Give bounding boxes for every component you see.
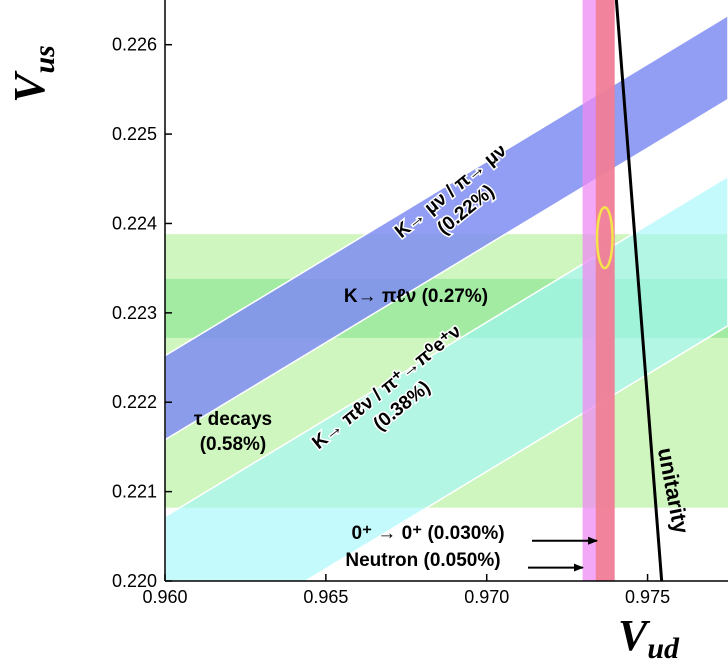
label-tau-line1: τ decays	[194, 409, 272, 430]
x-tick-label: 0.970	[464, 587, 509, 607]
x-tick-label: 0.960	[142, 587, 187, 607]
label-superallowed: 0⁺ → 0⁺ (0.030%)	[351, 523, 504, 544]
y-axis-title-sub: us	[28, 45, 61, 73]
label-tau-line2: (0.58%)	[200, 434, 267, 455]
x-axis-title: Vud	[618, 611, 680, 665]
label-kl3: K→ πℓν (0.27%)	[344, 286, 488, 307]
axes: 0.960 0.965 0.970 0.975 0.2200.2210.2220.22…	[112, 0, 728, 607]
combined-ellipse	[595, 206, 614, 270]
plot-area	[165, 0, 728, 581]
y-tick-label: 0.222	[112, 392, 157, 412]
y-tick-label: 0.226	[112, 35, 157, 55]
y-tick-label: 0.223	[112, 303, 157, 323]
y-tick-label: 0.225	[112, 124, 157, 144]
y-axis-title-main: V	[5, 70, 54, 103]
y-axis-title: Vus	[5, 45, 61, 103]
y-ticks: 0.220 0.221 0.222 0.223 0.224 0.225 0.226	[112, 35, 172, 591]
y-tick-label: 0.221	[112, 482, 157, 502]
vertical-band-superallowed	[595, 0, 615, 581]
x-tick-label: 0.975	[625, 587, 670, 607]
x-tick-label: 0.965	[303, 587, 348, 607]
x-axis-title-main: V	[618, 611, 651, 660]
x-axis-title-sub: ud	[647, 632, 680, 665]
label-neutron: Neutron (0.050%)	[345, 550, 500, 571]
unitarity-line	[614, 0, 664, 581]
y-tick-label: 0.224	[112, 213, 157, 233]
x-ticks: 0.960 0.965 0.970 0.975	[142, 574, 670, 607]
svg-text:Vus: Vus	[5, 45, 61, 103]
y-tick-label: 0.220	[112, 571, 157, 591]
